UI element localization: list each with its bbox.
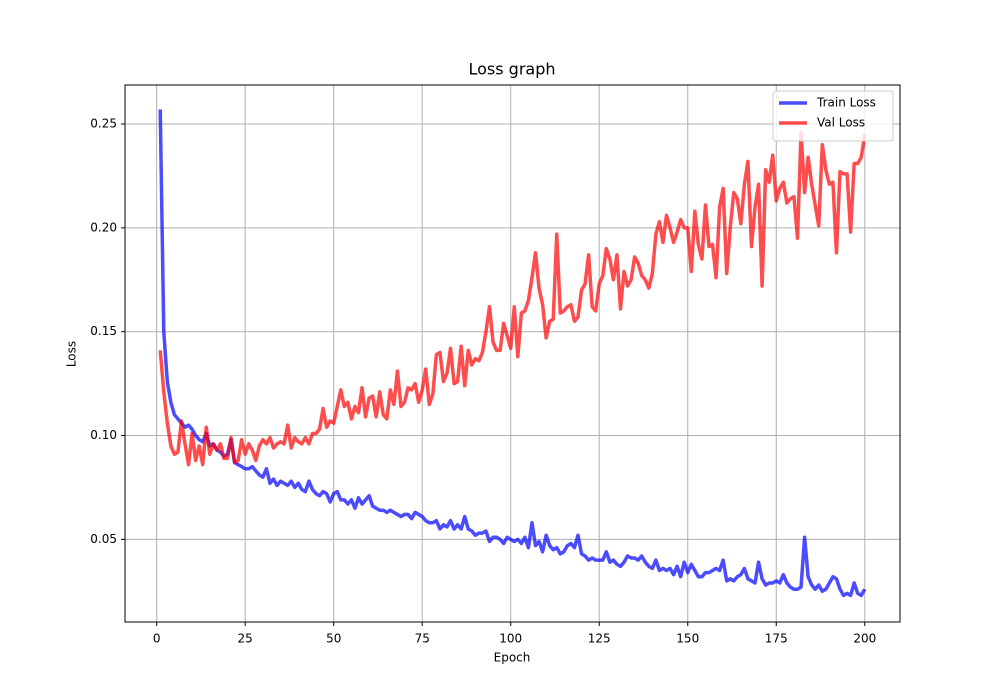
x-tick-label: 0: [153, 632, 161, 646]
legend-label: Val Loss: [817, 116, 865, 130]
y-tick-label: 0.15: [90, 324, 117, 338]
line-series: [158, 130, 867, 467]
x-tick-label: 125: [588, 632, 611, 646]
y-tick-label: 0.05: [90, 532, 117, 546]
x-tick-label: 175: [765, 632, 788, 646]
x-tick-label: 50: [326, 632, 341, 646]
y-axis-label: Loss: [65, 341, 79, 367]
x-tick-label: 200: [853, 632, 876, 646]
chart-title: Loss graph: [468, 60, 555, 79]
x-tick-label: 75: [415, 632, 430, 646]
y-tick-label: 0.25: [90, 117, 117, 131]
axes-frame: [124, 84, 901, 623]
line-series: [158, 109, 867, 598]
x-tick-label: 150: [676, 632, 699, 646]
x-tick-label: 100: [499, 632, 522, 646]
legend-label: Train Loss: [816, 96, 876, 110]
y-tick-label: 0.20: [90, 220, 117, 234]
y-tick-label: 0.10: [90, 428, 117, 442]
x-tick-label: 25: [238, 632, 253, 646]
x-axis-label: Epoch: [494, 651, 531, 665]
